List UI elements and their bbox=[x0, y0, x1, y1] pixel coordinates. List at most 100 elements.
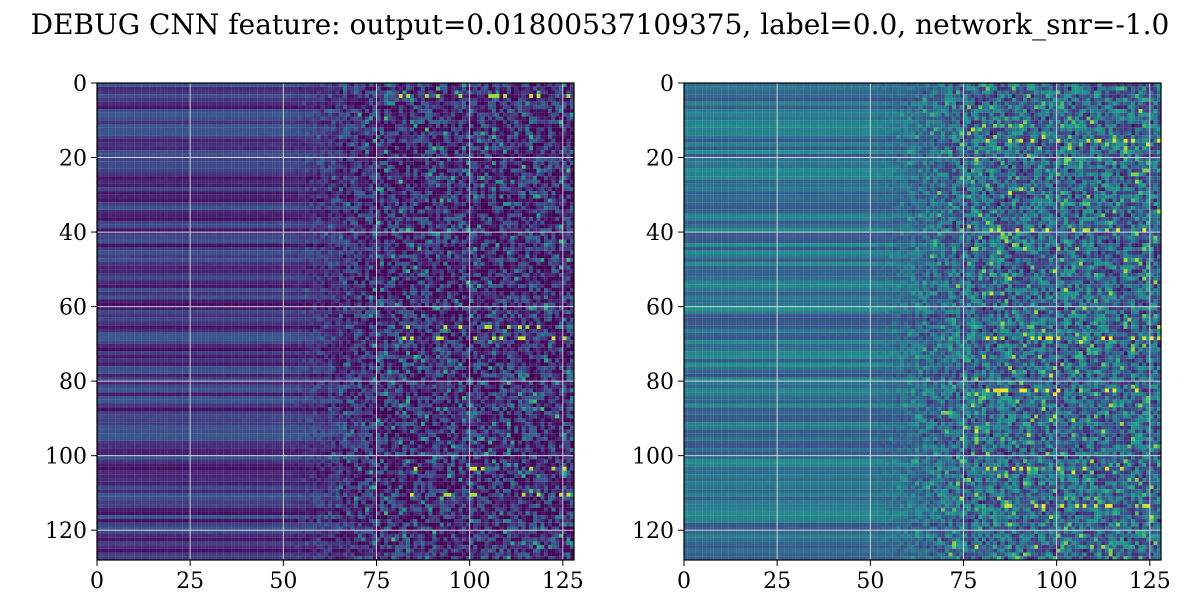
heatmap-cell bbox=[562, 179, 567, 184]
heatmap-cell bbox=[495, 86, 500, 91]
heatmap-cell bbox=[451, 179, 455, 184]
heatmap-cell bbox=[290, 220, 295, 225]
heatmap-cell bbox=[369, 164, 373, 169]
heatmap-cell bbox=[328, 127, 332, 132]
heatmap-cell bbox=[246, 209, 250, 214]
heatmap-cell bbox=[488, 94, 493, 98]
heatmap-cell bbox=[544, 191, 548, 195]
heatmap-cell bbox=[458, 94, 463, 98]
heatmap-cell bbox=[178, 120, 183, 125]
heatmap-cell bbox=[193, 176, 198, 180]
heatmap-cell bbox=[260, 220, 265, 225]
heatmap-cell bbox=[246, 109, 250, 113]
heatmap-cell bbox=[182, 194, 187, 199]
heatmap-cell bbox=[365, 120, 370, 125]
heatmap-cell bbox=[395, 109, 399, 113]
heatmap-cell bbox=[193, 164, 198, 169]
heatmap-cell bbox=[559, 202, 563, 207]
heatmap-cell bbox=[301, 112, 306, 117]
heatmap-cell bbox=[97, 183, 101, 188]
heatmap-cell bbox=[126, 116, 131, 121]
heatmap-cell bbox=[115, 224, 120, 229]
heatmap-cell bbox=[305, 105, 310, 110]
heatmap-cell bbox=[134, 205, 139, 210]
heatmap-cell bbox=[413, 224, 418, 229]
heatmap-cell bbox=[219, 198, 224, 203]
heatmap-cell bbox=[488, 146, 493, 151]
heatmap-cell bbox=[443, 116, 448, 121]
heatmap-cell bbox=[175, 179, 180, 184]
heatmap-cell bbox=[171, 116, 176, 121]
heatmap-cell bbox=[383, 220, 388, 225]
heatmap-cell bbox=[123, 205, 127, 210]
heatmap-cell bbox=[156, 157, 161, 162]
heatmap-cell bbox=[421, 153, 425, 158]
heatmap-cell bbox=[309, 191, 314, 195]
heatmap-cell bbox=[152, 176, 157, 180]
heatmap-cell bbox=[234, 83, 239, 87]
heatmap-cell bbox=[410, 120, 414, 125]
heatmap-cell bbox=[506, 179, 511, 184]
heatmap-cell bbox=[380, 187, 385, 192]
heatmap-cell bbox=[421, 205, 425, 210]
heatmap-cell bbox=[275, 116, 280, 121]
heatmap-cell bbox=[424, 138, 429, 143]
heatmap-cell bbox=[219, 127, 224, 132]
heatmap-cell bbox=[376, 209, 381, 214]
heatmap-cell bbox=[421, 120, 425, 125]
heatmap-cell bbox=[439, 179, 444, 184]
heatmap-cell bbox=[223, 172, 228, 177]
heatmap-cell bbox=[290, 109, 295, 113]
heatmap-cell bbox=[350, 153, 355, 158]
heatmap-cell bbox=[264, 205, 269, 210]
heatmap-cell bbox=[216, 131, 221, 136]
heatmap-cell bbox=[238, 164, 243, 169]
heatmap-cell bbox=[417, 90, 422, 95]
heatmap-cell bbox=[361, 205, 366, 210]
heatmap-cell bbox=[562, 191, 567, 195]
heatmap-cell bbox=[264, 157, 269, 162]
heatmap-cell bbox=[227, 168, 232, 173]
heatmap-cell bbox=[305, 97, 310, 102]
heatmap-cell bbox=[205, 112, 209, 117]
heatmap-cell bbox=[510, 194, 515, 199]
heatmap-cell bbox=[350, 112, 355, 117]
heatmap-cell bbox=[339, 161, 344, 166]
heatmap-cell bbox=[417, 194, 422, 199]
heatmap-cell bbox=[503, 94, 507, 98]
heatmap-cell bbox=[454, 220, 459, 225]
heatmap-cell bbox=[115, 183, 120, 188]
heatmap-cell bbox=[488, 123, 493, 128]
heatmap-cell bbox=[525, 213, 530, 218]
heatmap-cell bbox=[525, 146, 530, 151]
heatmap-cell bbox=[492, 116, 496, 121]
heatmap-cell bbox=[309, 183, 314, 188]
heatmap-cell bbox=[536, 205, 541, 210]
heatmap-cell bbox=[570, 191, 575, 195]
heatmap-cell bbox=[104, 164, 109, 169]
heatmap-cell bbox=[234, 194, 239, 199]
heatmap-cell bbox=[294, 157, 299, 162]
heatmap-cell bbox=[141, 135, 146, 139]
heatmap-cell bbox=[383, 191, 388, 195]
heatmap-cell bbox=[424, 150, 429, 154]
heatmap-cell bbox=[570, 86, 575, 91]
heatmap-cell bbox=[324, 168, 329, 173]
heatmap-cell bbox=[178, 161, 183, 166]
heatmap-cell bbox=[339, 157, 344, 162]
heatmap-cell bbox=[279, 90, 284, 95]
heatmap-cell bbox=[294, 97, 299, 102]
heatmap-cell bbox=[518, 109, 522, 113]
heatmap-cell bbox=[246, 191, 250, 195]
heatmap-cell bbox=[324, 217, 329, 221]
heatmap-cell bbox=[454, 138, 459, 143]
heatmap-cell bbox=[488, 202, 493, 207]
heatmap-cell bbox=[171, 205, 176, 210]
heatmap-cell bbox=[190, 164, 194, 169]
heatmap-cell bbox=[283, 202, 288, 207]
heatmap-cell bbox=[443, 131, 448, 136]
heatmap-cell bbox=[488, 224, 493, 229]
heatmap-cell bbox=[216, 86, 221, 91]
heatmap-cell bbox=[164, 109, 168, 113]
heatmap-cell bbox=[257, 172, 262, 177]
